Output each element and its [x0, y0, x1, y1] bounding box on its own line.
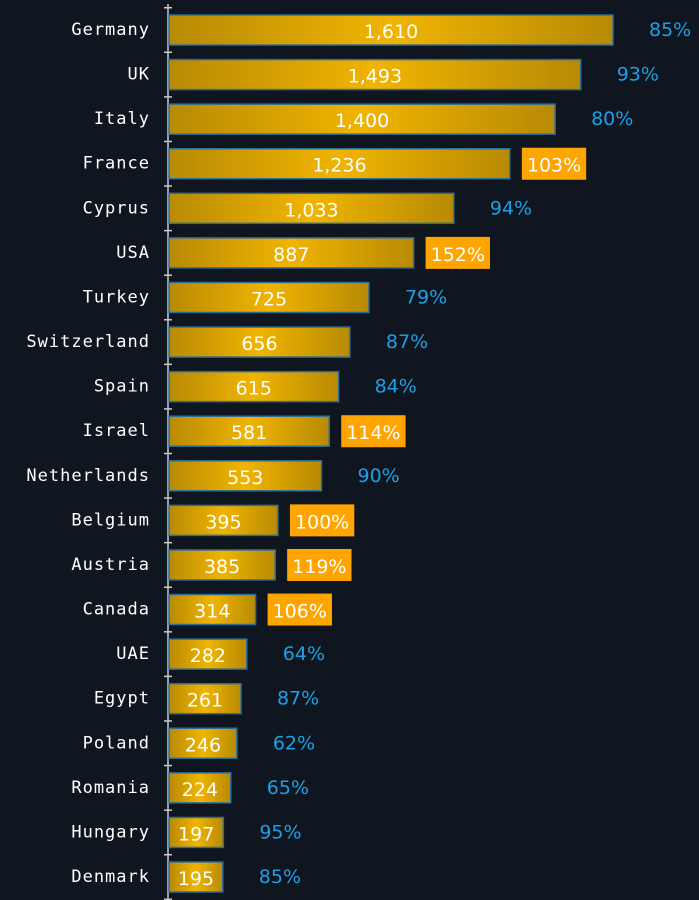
category-label: Egypt	[94, 689, 150, 709]
value-label: 725	[251, 288, 287, 310]
value-label: 581	[231, 422, 267, 444]
bar	[168, 326, 351, 358]
bar	[168, 147, 511, 180]
percent-label: 65%	[267, 777, 309, 799]
bar	[168, 861, 224, 893]
percent-label: 62%	[273, 732, 315, 754]
bar	[168, 772, 232, 804]
bar	[168, 638, 248, 670]
bar	[168, 549, 276, 581]
bar	[168, 103, 556, 135]
category-label: USA	[116, 243, 150, 263]
value-label: 553	[227, 467, 263, 489]
bar	[168, 370, 340, 403]
percent-highlight	[287, 548, 352, 581]
category-label: Hungary	[71, 822, 150, 842]
value-label: 246	[185, 734, 221, 756]
category-label: France	[83, 154, 150, 174]
value-label: 314	[194, 601, 230, 623]
percent-label: 93%	[617, 64, 659, 86]
category-label: Canada	[83, 600, 150, 620]
value-label: 385	[204, 556, 240, 578]
bar	[168, 14, 614, 46]
category-label: Spain	[94, 377, 150, 397]
percent-label: 90%	[358, 465, 400, 487]
category-label: UAE	[116, 644, 150, 664]
category-label: UK	[128, 65, 150, 85]
percent-label: 114%	[346, 422, 400, 444]
percent-label: 152%	[431, 244, 485, 266]
category-label: Italy	[94, 109, 150, 129]
value-label: 261	[187, 690, 223, 712]
bar	[168, 281, 370, 314]
value-label: 615	[236, 378, 272, 400]
percent-highlight	[341, 415, 406, 448]
category-label: Cyprus	[83, 198, 150, 218]
value-label: 1,400	[335, 110, 389, 132]
bar	[168, 58, 582, 91]
bar	[168, 593, 257, 626]
percent-label: 119%	[292, 556, 346, 578]
category-label: Israel	[83, 421, 150, 441]
category-label: Belgium	[71, 510, 150, 530]
value-label: 656	[241, 333, 277, 355]
percent-label: 87%	[277, 688, 319, 710]
value-label: 224	[182, 779, 218, 801]
category-label: Romania	[71, 778, 150, 798]
bar	[168, 237, 415, 269]
bar	[168, 727, 238, 760]
value-label: 195	[178, 868, 214, 890]
bar	[168, 460, 323, 492]
category-label: Germany	[71, 20, 150, 40]
percent-label: 95%	[259, 821, 301, 843]
bar	[168, 192, 455, 225]
bar	[168, 682, 242, 715]
category-label: Poland	[83, 733, 150, 753]
category-label: Netherlands	[26, 466, 150, 486]
category-label: Turkey	[83, 287, 150, 307]
percent-label: 94%	[490, 197, 532, 219]
value-label: 197	[178, 823, 214, 845]
category-label: Austria	[71, 555, 150, 575]
value-label: 1,236	[312, 155, 366, 177]
category-label: Denmark	[71, 867, 150, 887]
percent-label: 87%	[386, 331, 428, 353]
percent-label: 84%	[375, 376, 417, 398]
value-label: 887	[273, 244, 309, 266]
percent-highlight	[267, 593, 332, 626]
value-label: 282	[190, 645, 226, 667]
percent-label: 79%	[405, 286, 447, 308]
value-label: 395	[205, 511, 241, 533]
percent-label: 100%	[295, 511, 349, 533]
bar	[168, 816, 225, 849]
percent-label: 85%	[259, 866, 301, 888]
category-label: Switzerland	[26, 332, 150, 352]
bar	[168, 415, 330, 447]
percent-highlight	[521, 147, 587, 180]
value-label: 1,033	[284, 199, 338, 221]
percent-label: 106%	[273, 601, 327, 623]
bar	[168, 504, 279, 537]
percent-label: 103%	[527, 155, 581, 177]
percent-highlight	[289, 504, 355, 537]
value-label: 1,493	[348, 66, 402, 88]
percent-label: 80%	[591, 108, 633, 130]
value-label: 1,610	[364, 21, 418, 43]
percent-highlight	[425, 236, 490, 269]
percent-label: 85%	[649, 19, 691, 41]
percent-label: 64%	[283, 643, 325, 665]
